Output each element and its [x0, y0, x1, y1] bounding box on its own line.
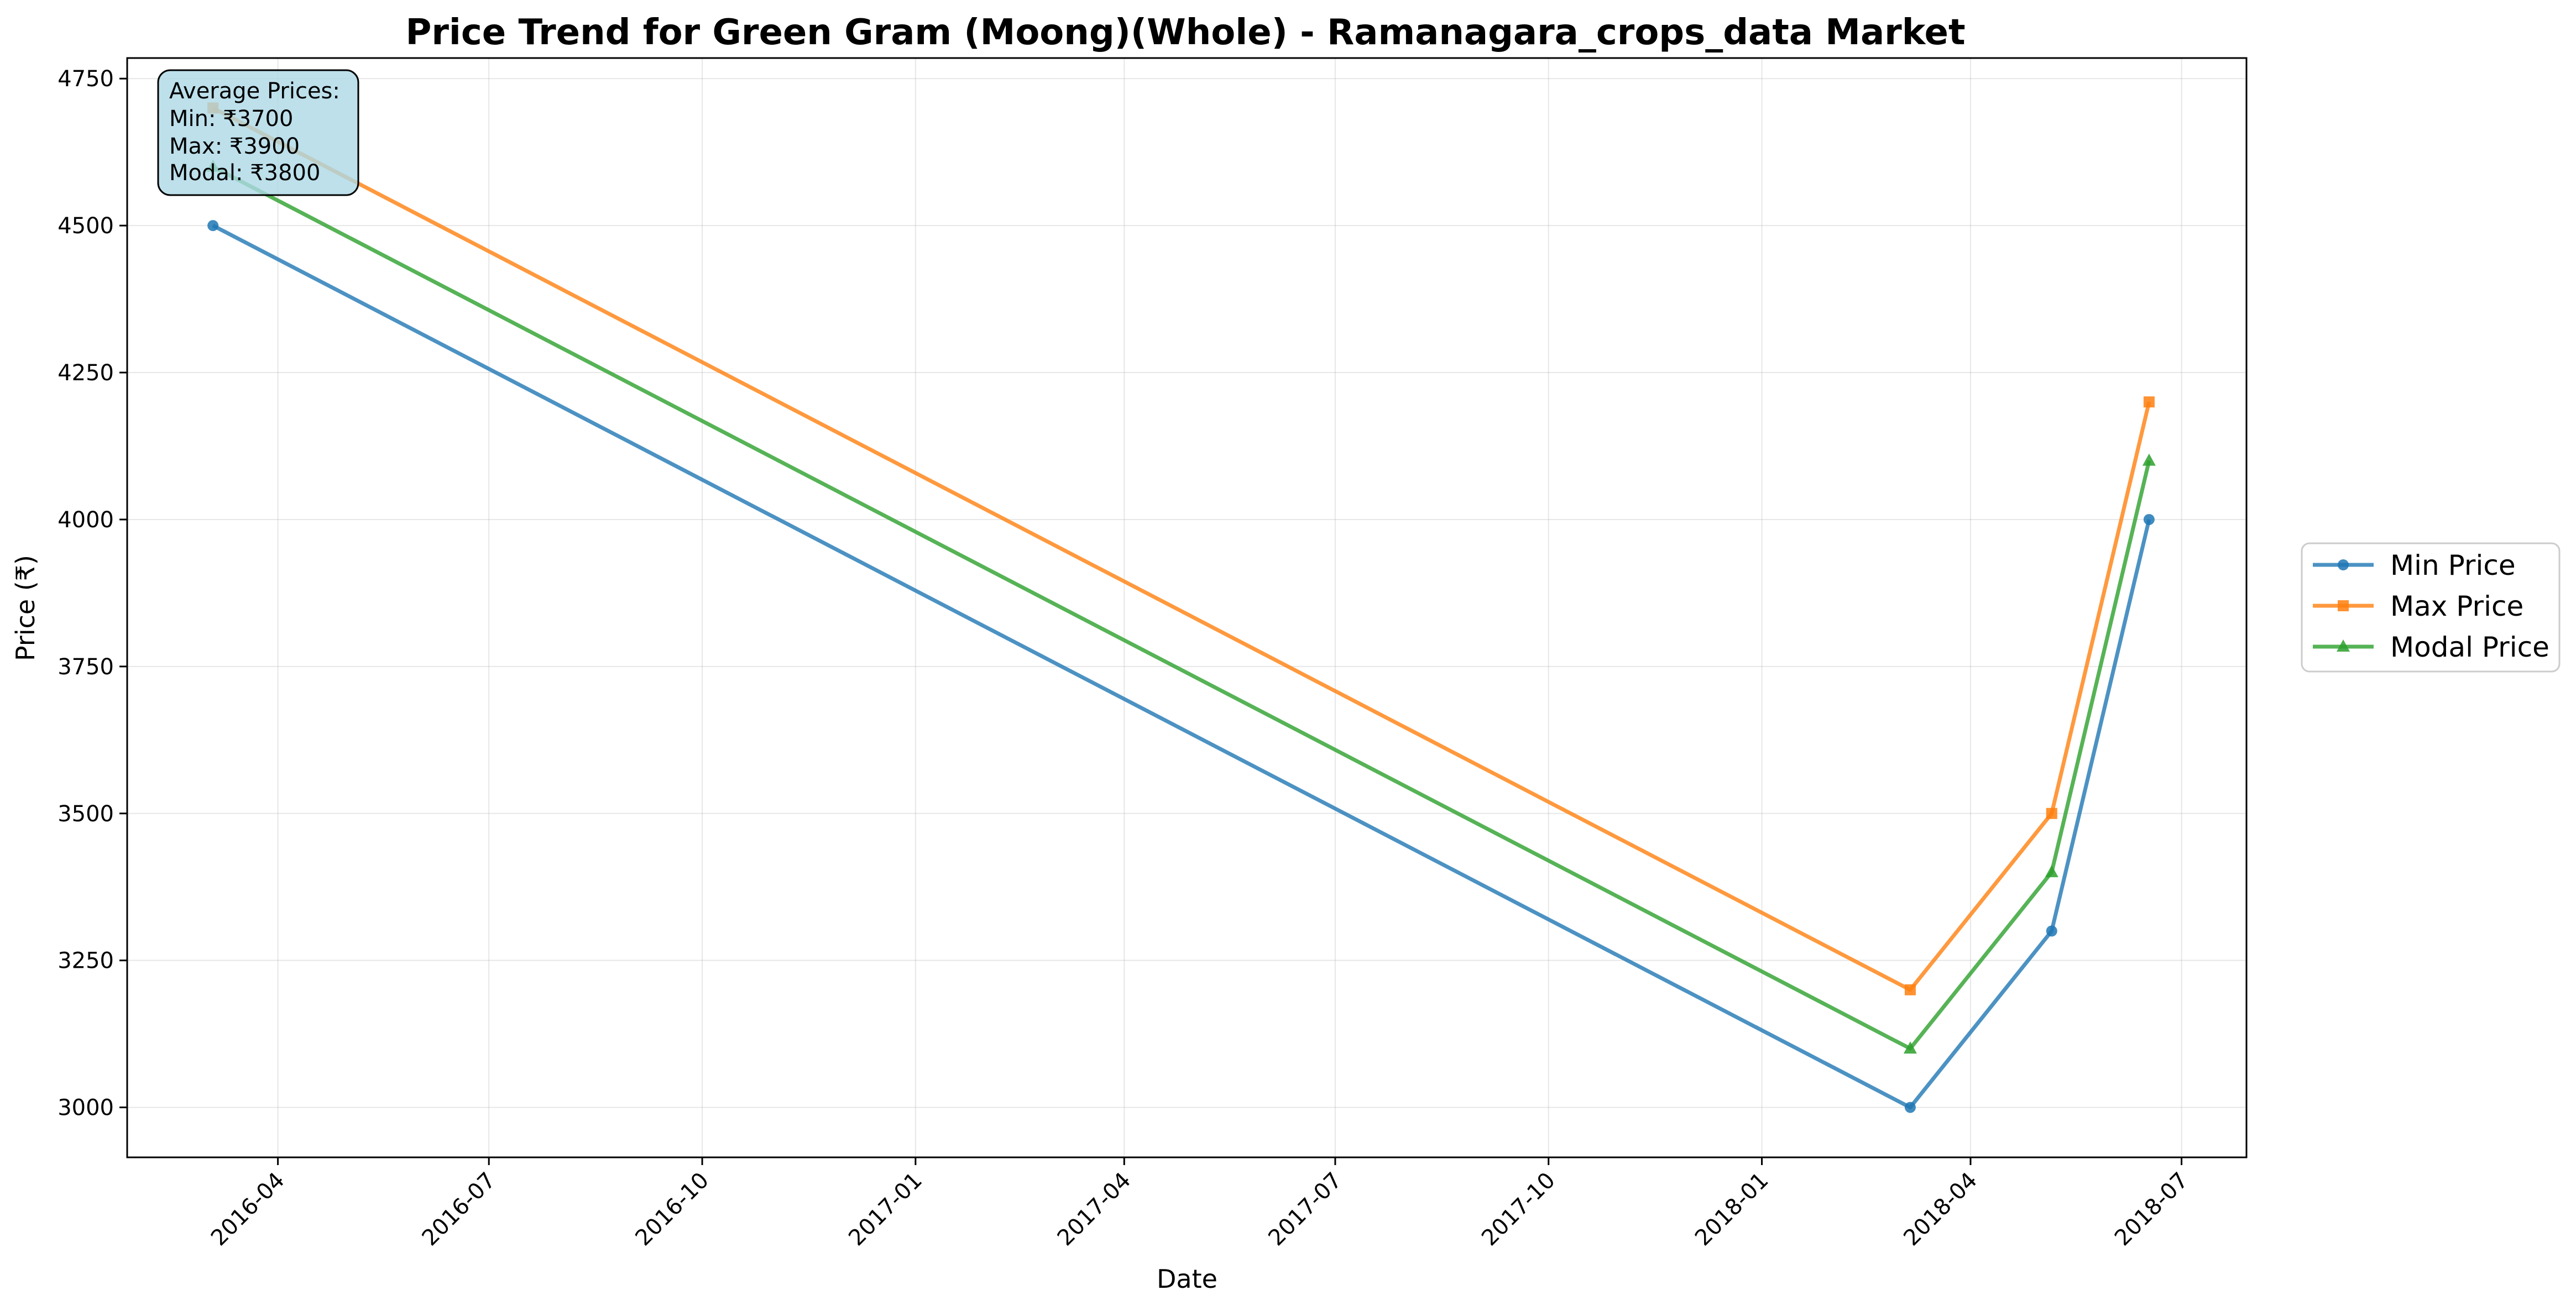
- legend-marker-max-price: [2338, 600, 2349, 611]
- legend-keys: [2313, 559, 2374, 652]
- max-price-line: [212, 106, 2151, 992]
- series-layer: [206, 102, 2156, 1113]
- y-tick-label: 3750: [58, 654, 114, 680]
- min-price-point: [2046, 925, 2057, 937]
- y-tick-label: 3500: [58, 801, 114, 827]
- max-price-point: [2143, 396, 2155, 408]
- plot-frame: [126, 57, 2248, 1158]
- average-prices-box: [157, 69, 359, 196]
- x-axis-label: Date: [1157, 1264, 1218, 1294]
- y-axis-label: Price (₹): [11, 555, 40, 661]
- y-tick-label: 4500: [58, 213, 114, 239]
- y-tick-label: 4000: [58, 507, 114, 533]
- y-tick-label: 3250: [58, 948, 114, 974]
- y-tick-label: 3000: [58, 1095, 114, 1121]
- grid: [127, 58, 2246, 1157]
- min-price-point: [2143, 513, 2155, 525]
- chart-title: Price Trend for Green Gram (Moong)(Whole…: [405, 12, 1965, 53]
- legend-label-min-price: Min Price: [2390, 549, 2516, 581]
- y-tick-label: 4250: [58, 360, 114, 386]
- legend-box: [2301, 542, 2561, 673]
- average-modal-price: Modal: ₹3800: [169, 160, 320, 186]
- average-prices-title: Average Prices:: [169, 78, 340, 104]
- modal-price-point: [2045, 865, 2058, 878]
- modal-price-point: [1903, 1041, 1917, 1054]
- modal-price-point: [2142, 453, 2156, 466]
- legend: Min Price Max Price Modal Price: [2301, 542, 2561, 673]
- max-price-point: [1904, 984, 1916, 995]
- legend-marker-min-price: [2338, 559, 2349, 570]
- min-price-point: [207, 220, 219, 232]
- average-prices-annotation: Average Prices: Min: ₹3700 Max: ₹3900 Mo…: [157, 69, 359, 196]
- average-min-price: Min: ₹3700: [169, 106, 293, 132]
- modal-price-line: [212, 165, 2151, 1051]
- legend-marker-modal-price: [2337, 639, 2350, 652]
- legend-label-max-price: Max Price: [2390, 590, 2523, 622]
- y-tick-label: 4750: [58, 66, 114, 92]
- min-price-line: [212, 223, 2151, 1110]
- legend-label-modal-price: Modal Price: [2390, 631, 2549, 663]
- min-price-point: [1904, 1102, 1916, 1113]
- max-price-point: [2046, 807, 2057, 819]
- average-max-price: Max: ₹3900: [169, 134, 300, 159]
